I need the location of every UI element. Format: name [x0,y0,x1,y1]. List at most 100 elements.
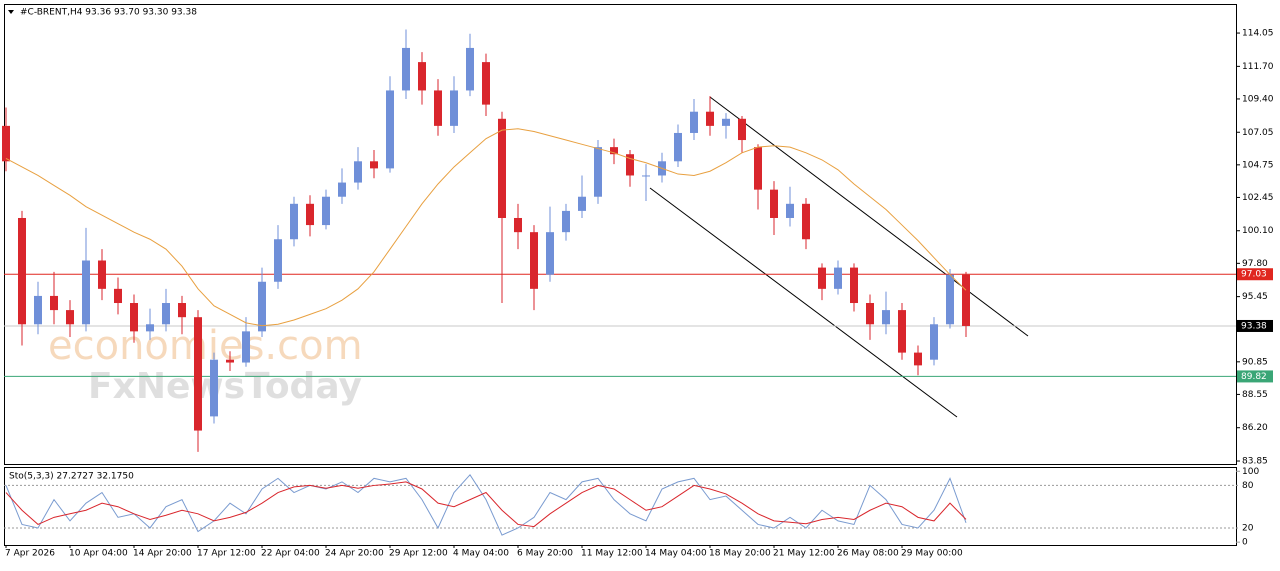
candle-body [690,111,698,133]
candle-body [882,310,890,325]
x-tick-label: 6 May 20:00 [517,549,573,559]
candle-body [66,310,74,325]
y-tick-label: 97.80 [1242,259,1268,269]
candle-body [226,359,234,363]
candle-body [242,331,250,363]
y-tick-label: 109.40 [1242,94,1274,104]
x-tick-label: 7 Apr 2026 [5,549,55,559]
candle-body [34,295,42,325]
candle-body [530,232,538,289]
candle-body [194,317,202,431]
candle-body [514,217,522,233]
x-tick-label: 21 May 12:00 [773,549,835,559]
indicator-tick-label: 100 [1242,467,1259,477]
candle-body [706,111,714,126]
candle-body [610,147,618,155]
candle-body [642,175,650,177]
candle-body [738,118,746,141]
y-tick-label: 83.85 [1242,457,1268,467]
x-tick-label: 26 May 08:00 [837,549,899,559]
y-tick-label: 111.70 [1242,62,1274,72]
x-tick-label: 14 Apr 20:00 [133,549,192,559]
candle-body [2,125,10,162]
y-tick-label: 95.45 [1242,292,1268,302]
candle-body [418,62,426,91]
x-tick-label: 11 May 12:00 [581,549,643,559]
x-tick-label: 29 May 00:00 [901,549,963,559]
x-tick-label: 14 May 04:00 [645,549,707,559]
watermark: economies.com [48,323,363,369]
candle-body [98,260,106,289]
candle-body [18,217,26,325]
candle-body [162,303,170,325]
candle-body [178,303,186,318]
candle-body [290,203,298,240]
indicator-tick-label: 0 [1242,538,1248,548]
y-tick-label: 86.20 [1242,423,1268,433]
candle-body [722,118,730,126]
y-tick-label: 88.55 [1242,390,1268,400]
chart-title: #C-BRENT,H4 93.36 93.70 93.30 93.38 [20,8,197,18]
y-tick-label: 90.85 [1242,357,1268,367]
candle-body [562,210,570,233]
channel-line [709,96,1029,337]
y-tick-label: 100.10 [1242,226,1274,236]
indicator-line [5,481,967,528]
candle-body [674,132,682,162]
price-label: 97.03 [1241,270,1267,280]
channel-line [649,187,958,418]
candle-body [146,324,154,332]
candle-body [130,303,138,332]
candle-body [914,352,922,366]
candle-body [50,295,58,311]
candle-body [578,196,586,211]
candle-body [626,154,634,176]
candle-body [754,147,762,190]
candle-body [786,203,794,218]
candle-body [466,47,474,91]
candle-body [354,161,362,183]
candle-body [546,232,554,275]
moving-average [5,128,967,327]
candle-body [322,196,330,226]
y-tick-label: 114.05 [1242,29,1274,39]
candle-body [210,359,218,417]
menu-arrow [8,10,14,14]
candle-body [434,90,442,126]
x-tick-label: 4 May 04:00 [453,549,509,559]
candle-body [498,118,506,218]
candle-body [818,267,826,289]
candle-body [930,324,938,360]
indicator-panel [4,467,1237,546]
candle-body [866,303,874,325]
candle-body [370,161,378,169]
indicator-line [5,473,967,536]
candle-body [306,203,314,226]
candle-body [770,189,778,218]
candle-body [114,288,122,304]
y-tick-label: 102.45 [1242,193,1274,203]
candle-body [898,310,906,353]
candle-body [338,182,346,197]
candle-body [946,274,954,325]
candle-body [258,281,266,332]
indicator-tick-label: 20 [1242,523,1254,533]
candle-body [594,147,602,197]
candle-body [834,267,842,289]
x-tick-label: 10 Apr 04:00 [69,549,128,559]
watermark: FxNewsToday [88,366,362,407]
candle-body [450,90,458,126]
x-tick-label: 17 Apr 12:00 [197,549,256,559]
x-tick-label: 22 Apr 04:00 [261,549,320,559]
y-tick-label: 104.75 [1242,160,1274,170]
indicator-title: Sto(5,3,3) 27.2727 32.1750 [9,472,134,482]
indicator-tick-label: 80 [1242,481,1254,491]
candle-body [386,90,394,169]
price-label: 93.38 [1241,321,1267,331]
candle-body [962,274,970,326]
price-label-box [1237,319,1273,332]
candle-body [482,62,490,105]
candle-body [82,260,90,325]
